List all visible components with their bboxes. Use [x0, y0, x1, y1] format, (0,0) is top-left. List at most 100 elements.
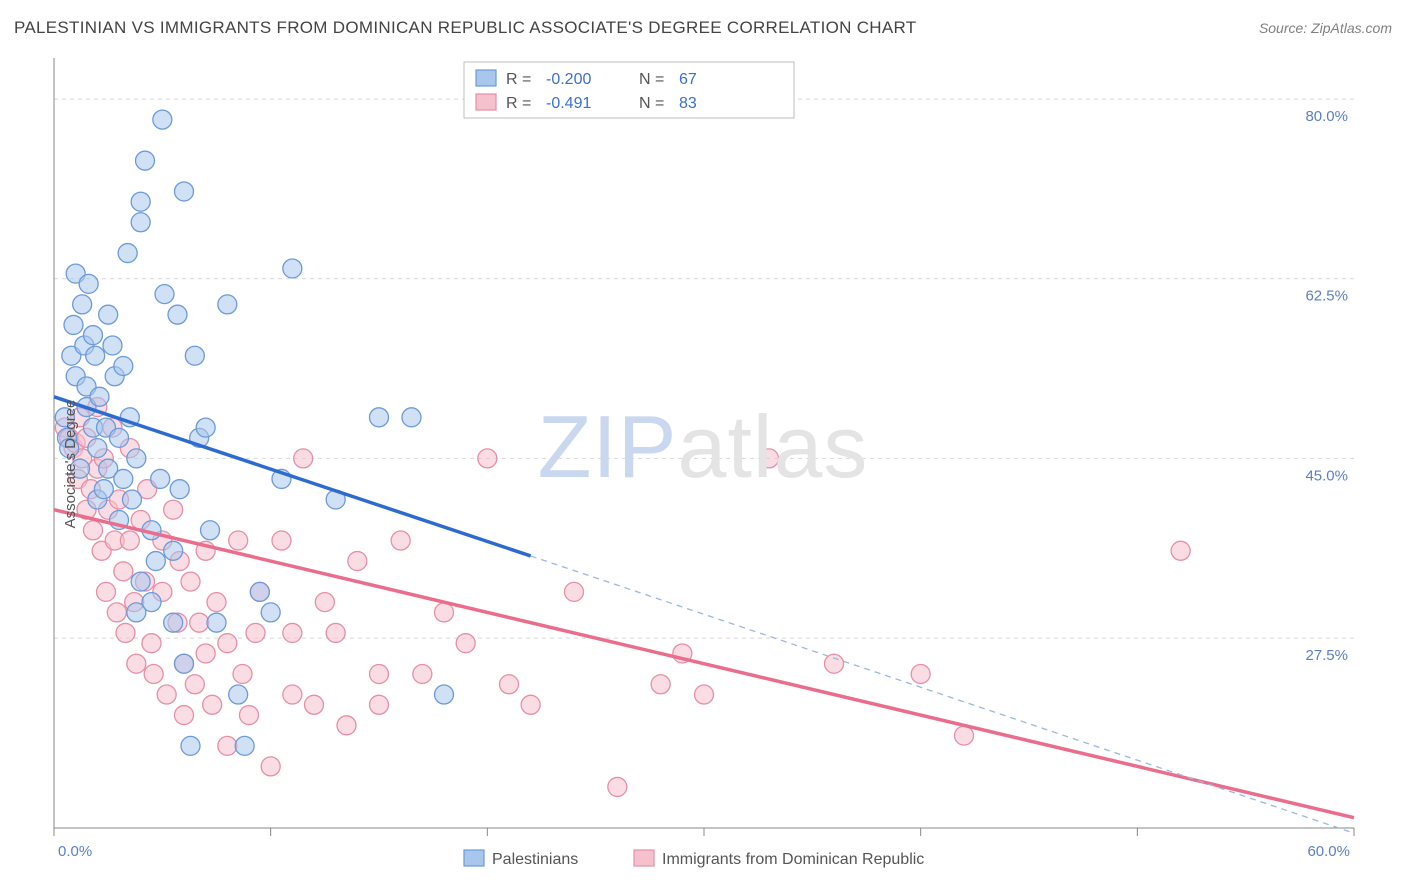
legend-r-label: R = — [506, 95, 531, 112]
bottom-label-pink: Immigrants from Dominican Republic — [662, 851, 924, 868]
data-point-pink — [283, 685, 302, 704]
data-point-blue — [88, 439, 107, 458]
data-point-blue — [175, 654, 194, 673]
data-point-blue — [185, 346, 204, 365]
data-point-blue — [118, 244, 137, 263]
data-point-blue — [235, 736, 254, 755]
data-point-pink — [272, 531, 291, 550]
data-point-pink — [207, 593, 226, 612]
y-axis-label: Associate's Degree — [62, 400, 79, 529]
data-point-pink — [240, 706, 259, 725]
data-point-pink — [84, 521, 103, 540]
y-tick-label: 27.5% — [1305, 647, 1348, 664]
data-point-pink — [175, 706, 194, 725]
legend-swatch-pink — [476, 94, 496, 110]
data-point-pink — [181, 572, 200, 591]
legend-r-value: -0.491 — [546, 95, 591, 112]
data-point-pink — [246, 623, 265, 642]
data-point-blue — [175, 182, 194, 201]
data-point-blue — [86, 346, 105, 365]
legend-n-value: 83 — [679, 95, 697, 112]
data-point-pink — [196, 644, 215, 663]
data-point-pink — [1171, 541, 1190, 560]
data-point-pink — [107, 603, 126, 622]
data-point-pink — [651, 675, 670, 694]
data-point-blue — [127, 449, 146, 468]
data-point-blue — [261, 603, 280, 622]
data-point-pink — [478, 449, 497, 468]
data-point-blue — [164, 613, 183, 632]
legend-n-value: 67 — [679, 71, 697, 88]
data-point-blue — [84, 326, 103, 345]
data-point-blue — [153, 110, 172, 129]
data-point-pink — [456, 634, 475, 653]
legend-n-label: N = — [639, 95, 664, 112]
data-point-pink — [911, 665, 930, 684]
data-point-blue — [196, 418, 215, 437]
data-point-pink — [760, 449, 779, 468]
data-point-blue — [142, 593, 161, 612]
data-point-pink — [144, 665, 163, 684]
bottom-swatch-blue — [464, 850, 484, 866]
data-point-pink — [337, 716, 356, 735]
data-point-pink — [185, 675, 204, 694]
data-point-pink — [315, 593, 334, 612]
data-point-pink — [261, 757, 280, 776]
data-point-pink — [435, 603, 454, 622]
data-point-pink — [326, 623, 345, 642]
data-point-blue — [64, 315, 83, 334]
data-point-blue — [99, 305, 118, 324]
source-label: Source: — [1259, 20, 1311, 36]
source-value: ZipAtlas.com — [1311, 20, 1392, 36]
bottom-label-blue: Palestinians — [492, 851, 578, 868]
data-point-pink — [114, 562, 133, 581]
data-point-blue — [402, 408, 421, 427]
legend-n-label: N = — [639, 71, 664, 88]
y-tick-label: 45.0% — [1305, 467, 1348, 484]
data-point-pink — [283, 623, 302, 642]
data-point-blue — [181, 736, 200, 755]
data-point-pink — [370, 665, 389, 684]
y-tick-label: 80.0% — [1305, 108, 1348, 125]
data-point-blue — [136, 151, 155, 170]
data-point-pink — [203, 695, 222, 714]
data-point-blue — [110, 428, 129, 447]
data-point-blue — [201, 521, 220, 540]
data-point-pink — [348, 552, 367, 571]
data-point-pink — [825, 654, 844, 673]
legend-r-value: -0.200 — [546, 71, 591, 88]
x-tick-label: 60.0% — [1307, 843, 1350, 860]
data-point-blue — [131, 192, 150, 211]
scatter-chart: 27.5%45.0%62.5%80.0%0.0%60.0%R =-0.200N … — [14, 50, 1392, 878]
data-point-blue — [151, 469, 170, 488]
data-point-pink — [695, 685, 714, 704]
chart-header: PALESTINIAN VS IMMIGRANTS FROM DOMINICAN… — [14, 18, 1392, 38]
bottom-swatch-pink — [634, 850, 654, 866]
data-point-blue — [218, 295, 237, 314]
data-point-blue — [164, 541, 183, 560]
data-point-pink — [97, 582, 116, 601]
data-point-pink — [229, 531, 248, 550]
data-point-pink — [218, 736, 237, 755]
legend-swatch-blue — [476, 70, 496, 86]
data-point-pink — [370, 695, 389, 714]
data-point-blue — [131, 213, 150, 232]
regression-line-blue-extension — [531, 556, 1354, 833]
data-point-blue — [283, 259, 302, 278]
data-point-pink — [120, 531, 139, 550]
regression-line-pink — [54, 510, 1354, 818]
data-point-blue — [123, 490, 142, 509]
data-point-pink — [190, 613, 209, 632]
data-point-blue — [146, 552, 165, 571]
y-tick-label: 62.5% — [1305, 288, 1348, 305]
data-point-blue — [250, 582, 269, 601]
data-point-pink — [565, 582, 584, 601]
data-point-pink — [164, 500, 183, 519]
data-point-blue — [103, 336, 122, 355]
data-point-blue — [370, 408, 389, 427]
data-point-pink — [413, 665, 432, 684]
data-point-pink — [294, 449, 313, 468]
data-point-pink — [157, 685, 176, 704]
chart-title: PALESTINIAN VS IMMIGRANTS FROM DOMINICAN… — [14, 18, 916, 38]
data-point-blue — [79, 274, 98, 293]
